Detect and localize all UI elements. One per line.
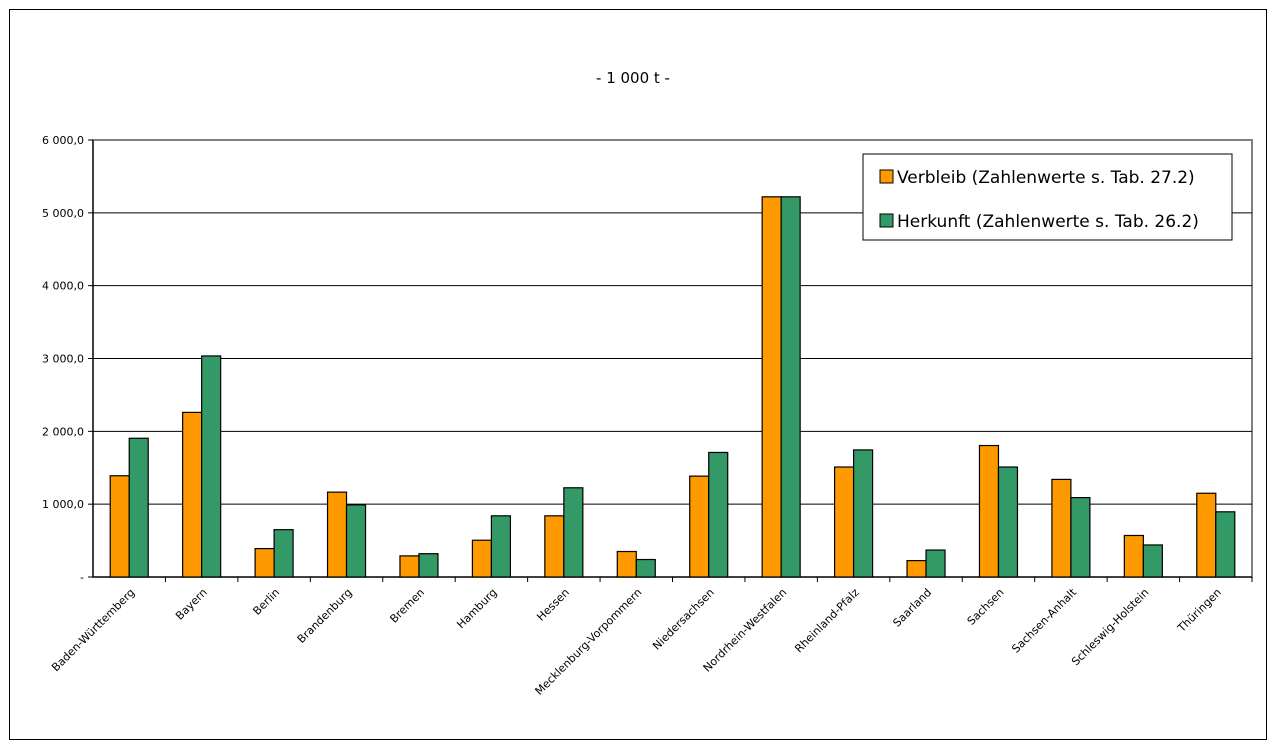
bar-herkunft <box>201 355 222 578</box>
x-tick-label: Hamburg <box>454 586 499 631</box>
bar-herkunft <box>345 504 367 578</box>
x-tick-label: Brandenburg <box>295 586 355 646</box>
bar-herkunft <box>128 437 149 578</box>
x-tick-label: Bayern <box>173 586 210 623</box>
x-tick-label: Baden-Württemberg <box>49 586 137 674</box>
bar-herkunft <box>1070 497 1091 578</box>
y-tick-label: 1 000,0 <box>42 498 84 511</box>
x-tick-label: Sachsen <box>965 586 1007 628</box>
bar-verbleib <box>1196 492 1217 578</box>
x-tick-label: Sachsen-Anhalt <box>1009 585 1079 655</box>
bar-verbleib <box>254 547 275 578</box>
y-tick-label: 4 000,0 <box>42 280 84 293</box>
chart-title: - 1 000 t - <box>596 69 670 87</box>
bar-verbleib <box>978 444 1000 578</box>
x-tick-label: Rheinland-Pfalz <box>792 586 862 656</box>
bar-verbleib <box>326 491 348 578</box>
bar-verbleib <box>906 560 927 578</box>
bar-herkunft <box>852 449 874 578</box>
bar-herkunft <box>563 487 584 578</box>
x-tick-label: Bremen <box>387 586 427 626</box>
y-tick-label: - <box>80 571 84 584</box>
bar-verbleib <box>1123 534 1144 578</box>
bar-verbleib <box>616 550 637 578</box>
x-tick-label: Niedersachsen <box>650 586 717 653</box>
x-tick-label: Berlin <box>250 586 282 618</box>
x-tick-label: Schleswig-Holstein <box>1069 586 1151 668</box>
legend-label: Verbleib (Zahlenwerte s. Tab. 27.2) <box>897 168 1195 188</box>
y-tick-label: 5 000,0 <box>42 207 84 220</box>
bar-verbleib <box>761 196 782 578</box>
bar-verbleib <box>109 475 130 578</box>
legend-swatch <box>879 169 894 184</box>
x-tick-label: Thüringen <box>1174 586 1223 635</box>
bar-herkunft <box>997 466 1019 578</box>
y-tick-label: 6 000,0 <box>42 134 84 147</box>
bar-herkunft <box>1142 544 1163 578</box>
bar-verbleib <box>399 555 420 578</box>
bar-herkunft <box>1215 511 1236 578</box>
bar-verbleib <box>1051 478 1072 578</box>
x-tick-label: Hessen <box>534 586 572 624</box>
bar-herkunft <box>925 549 946 578</box>
bar-verbleib <box>689 475 710 578</box>
legend-box <box>862 153 1233 241</box>
x-tick-label: Saarland <box>890 586 934 630</box>
bar-herkunft <box>635 558 656 578</box>
x-tick-label: Nordrhein-Westfalen <box>701 586 790 675</box>
y-tick-label: 2 000,0 <box>42 425 84 438</box>
bar-herkunft <box>273 529 294 578</box>
bar-herkunft <box>780 196 801 578</box>
bar-verbleib <box>182 411 203 578</box>
bar-verbleib <box>544 515 565 578</box>
legend-label: Herkunft (Zahlenwerte s. Tab. 26.2) <box>897 212 1199 232</box>
bar-herkunft <box>418 553 439 578</box>
bar-verbleib <box>833 466 855 578</box>
y-tick-label: 3 000,0 <box>42 353 84 366</box>
bar-verbleib <box>471 539 493 578</box>
legend-swatch <box>879 213 894 228</box>
bar-herkunft <box>708 451 729 578</box>
bar-herkunft <box>490 515 512 578</box>
